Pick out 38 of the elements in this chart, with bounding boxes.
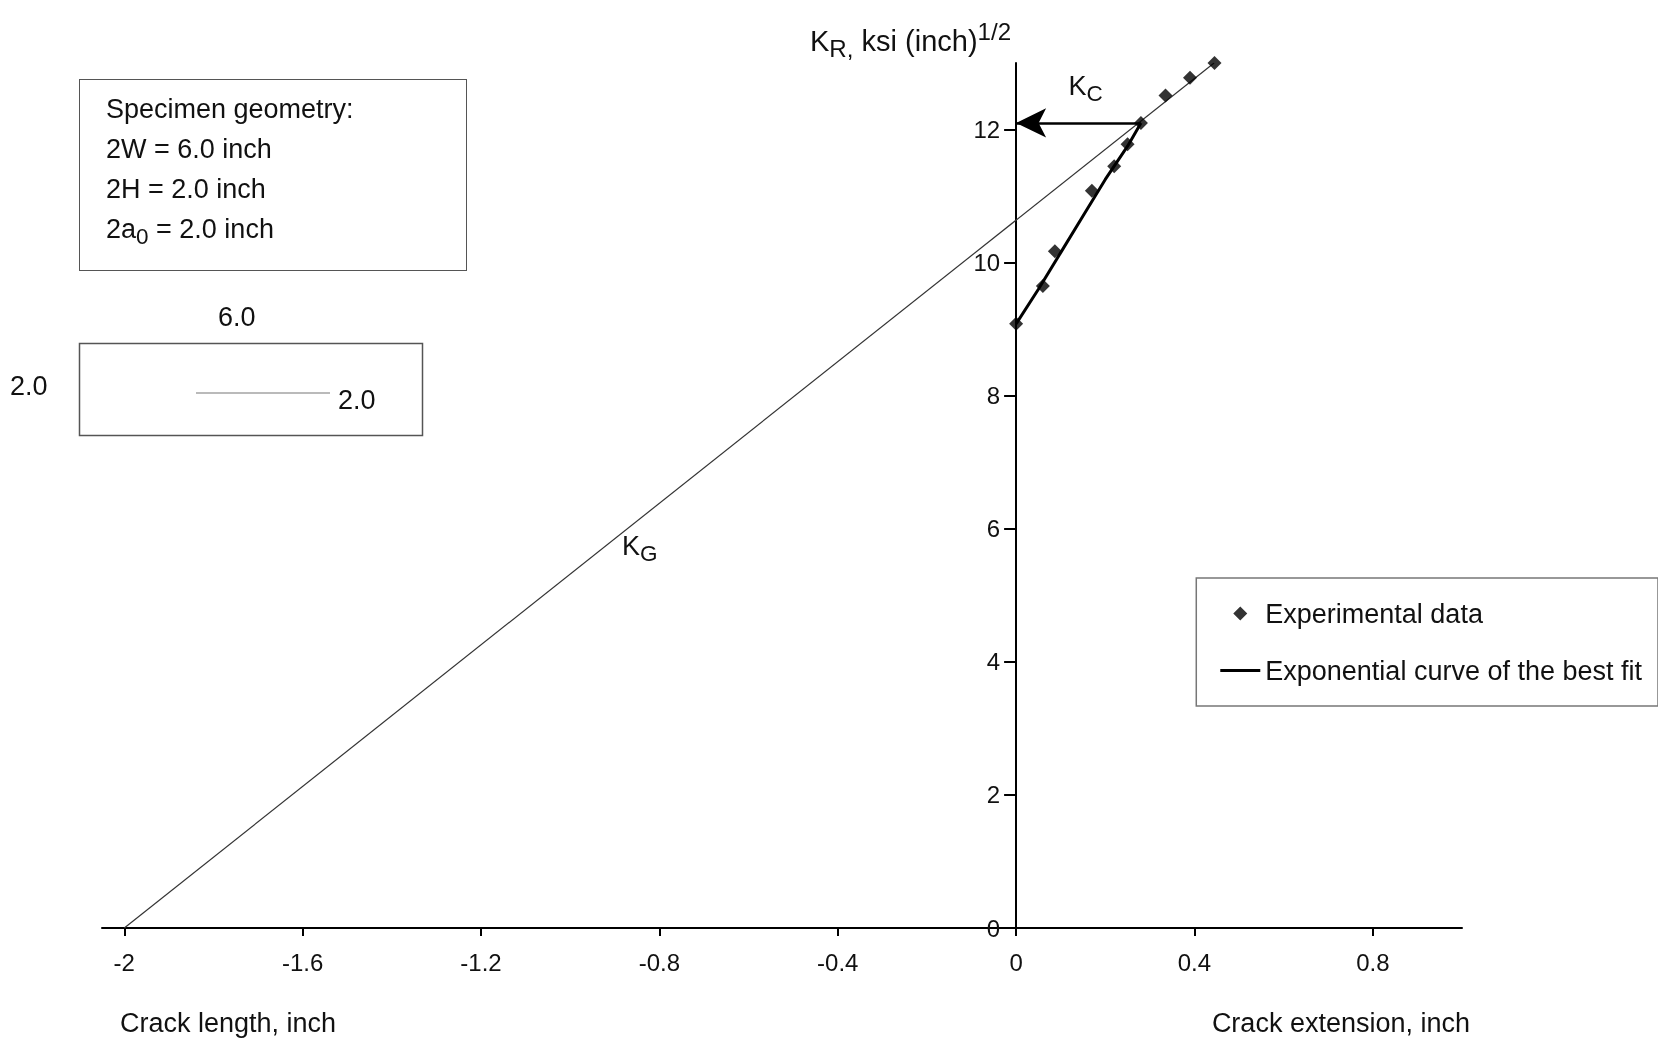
annotation: 2H = 2.0 inch [106, 174, 266, 204]
y-axis-title: K$_{R,}$ ksi (inch)$^{1/2}$ [810, 18, 1012, 63]
annotation: 2a$_{0}$ = 2.0 inch [106, 214, 274, 250]
x-axis-title: Crack extension, inch [1211, 1008, 1470, 1038]
annotation: 2.0 [338, 385, 376, 415]
point [1107, 159, 1122, 174]
annotation: 2W = 6.0 inch [106, 134, 272, 164]
x-tick-label: -1.6 [281, 948, 324, 976]
text: 2.0 [10, 371, 48, 401]
annotation: 6.0 [218, 302, 256, 332]
x-tick-label: 0 [1009, 948, 1023, 976]
point [1084, 183, 1099, 198]
y-tick-label: 8 [986, 382, 1001, 410]
point [1009, 316, 1024, 331]
point [1120, 137, 1135, 152]
y-tick-label: 2 [986, 781, 1001, 809]
point [1035, 278, 1050, 293]
point [1133, 115, 1148, 130]
y-tick-label: 4 [986, 648, 1001, 676]
y-tick-label: 10 [973, 249, 1001, 277]
point [1047, 244, 1062, 259]
point [1158, 88, 1173, 103]
annotation: K$_{C}$ [1068, 70, 1103, 107]
y-tick-label: 6 [986, 515, 1001, 543]
legend-label: Exponential curve of the best fit [1265, 655, 1643, 686]
x-tick-label: -2 [113, 948, 135, 976]
x-tick-label: -0.8 [638, 948, 681, 976]
y-tick-label: 12 [973, 116, 1001, 144]
text: Crack length, inch [120, 1008, 337, 1038]
x-tick-label: -0.4 [817, 948, 859, 976]
legend-label: Experimental data [1265, 598, 1484, 629]
x-tick-label: -1.2 [460, 948, 502, 976]
annotation: Specimen geometry: [106, 94, 354, 124]
annotation: K$_{G}$ [622, 531, 658, 567]
x-tick-label: 0.4 [1177, 948, 1212, 976]
point [1183, 70, 1197, 85]
point [1207, 56, 1222, 70]
x-tick-label: 0.8 [1356, 948, 1390, 976]
